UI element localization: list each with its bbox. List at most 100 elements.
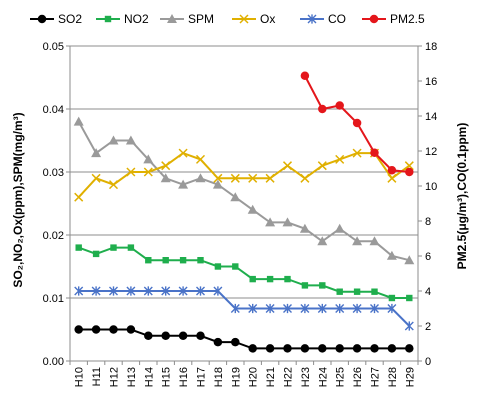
data-point-so2	[370, 344, 379, 353]
series-line-co	[78, 290, 411, 327]
data-point-no2	[214, 263, 222, 270]
data-point-so2	[161, 331, 170, 341]
data-point-spm	[404, 255, 415, 265]
data-point-no2	[92, 250, 100, 258]
x-tick-label: H17	[196, 367, 208, 387]
data-point-ox	[213, 173, 223, 183]
data-point-no2	[388, 294, 396, 302]
data-point-spm	[212, 179, 223, 189]
data-point-ox	[195, 154, 206, 164]
right-tick-label: 6	[425, 251, 431, 263]
data-point-so2	[213, 337, 223, 347]
data-point-so2	[405, 344, 414, 353]
legend-swatch-marker	[307, 14, 317, 24]
right-tick-label: 2	[425, 321, 431, 333]
data-point-ox	[161, 161, 171, 171]
data-point-co	[196, 286, 205, 296]
data-point-co	[370, 303, 379, 314]
x-tick-label: H18	[213, 367, 225, 387]
data-point-co	[126, 286, 136, 296]
data-point-ox	[91, 173, 101, 183]
data-point-no2	[406, 294, 413, 302]
data-point-so2	[352, 344, 362, 353]
right-tick-label: 4	[425, 286, 431, 298]
left-tick-label: 0.02	[43, 230, 64, 242]
data-point-no2	[371, 288, 378, 295]
data-point-no2	[232, 263, 239, 270]
data-point-so2	[109, 325, 118, 334]
legend-item-spm: SPM	[160, 12, 214, 26]
right-tick-label: 10	[425, 181, 437, 193]
data-point-spm	[317, 236, 328, 246]
data-point-spm	[299, 223, 310, 233]
data-point-co	[404, 321, 414, 331]
data-point-no2	[162, 257, 169, 264]
right-y-axis: 0 2 4 6 8 10 12 14 16 18	[417, 41, 437, 368]
data-point-no2	[266, 275, 274, 283]
data-point-pm25	[370, 148, 379, 157]
data-point-no2	[353, 288, 361, 295]
x-tick-label: H12	[109, 367, 121, 387]
right-tick-label: 18	[425, 41, 437, 53]
data-point-so2	[300, 344, 310, 353]
data-point-no2	[75, 244, 82, 251]
legend-label: PM2.5	[390, 12, 425, 26]
data-point-ox	[387, 173, 397, 183]
data-point-spm	[195, 173, 206, 183]
x-tick-label: H24	[317, 367, 329, 387]
data-point-ox	[352, 148, 362, 158]
data-point-spm	[230, 192, 241, 202]
data-point-ox	[404, 161, 414, 171]
data-point-co	[387, 303, 397, 314]
data-point-so2	[335, 344, 344, 353]
data-point-ox	[282, 161, 293, 171]
data-point-so2	[144, 331, 153, 341]
left-tick-label: 0.03	[43, 167, 64, 179]
data-point-co	[317, 303, 327, 314]
data-point-no2	[145, 257, 152, 264]
data-point-co	[178, 286, 188, 296]
data-point-so2	[387, 344, 397, 353]
legend-label: SPM	[188, 12, 214, 26]
series-no2	[75, 244, 413, 302]
data-point-ox	[126, 167, 136, 177]
data-point-spm	[369, 236, 380, 246]
data-point-co	[335, 303, 345, 314]
data-point-spm	[265, 217, 276, 227]
data-point-spm	[91, 148, 102, 158]
x-tick-label: H22	[283, 367, 295, 387]
data-point-ox	[178, 148, 188, 158]
data-point-ox	[143, 167, 153, 177]
right-tick-label: 16	[425, 76, 437, 88]
data-point-spm	[125, 135, 136, 145]
data-point-co	[109, 286, 118, 296]
data-point-co	[74, 286, 84, 296]
left-tick-label: 0.05	[43, 41, 64, 53]
data-point-co	[91, 286, 101, 296]
gridlines	[70, 45, 418, 299]
data-point-co	[265, 303, 275, 314]
data-point-so2	[318, 344, 327, 353]
data-point-pm25	[405, 167, 414, 177]
data-point-no2	[319, 282, 326, 289]
data-point-pm25	[300, 71, 310, 80]
legend-swatch-marker	[167, 14, 177, 23]
data-point-co	[248, 303, 258, 314]
data-point-ox	[300, 173, 310, 183]
x-tick-label: H16	[178, 367, 190, 387]
legend-item-co: CO	[300, 12, 346, 26]
legend-label: SO2	[58, 12, 82, 26]
data-point-no2	[301, 282, 309, 289]
data-point-spm	[334, 223, 345, 233]
series-co	[74, 286, 414, 331]
series-line-ox	[77, 151, 410, 198]
data-point-ox	[265, 173, 275, 183]
right-axis-title: PM2.5(μg/m³),CO(0.1ppm)	[455, 123, 469, 270]
right-tick-label: 14	[425, 111, 437, 123]
legend-item-ox: Ox	[232, 12, 275, 26]
left-axis-title: SO₂,NO₂,Ox(ppm),SPM(mg/m³)	[11, 112, 25, 287]
right-tick-label: 0	[425, 356, 431, 368]
data-point-no2	[336, 288, 343, 295]
data-point-spm	[247, 204, 258, 214]
